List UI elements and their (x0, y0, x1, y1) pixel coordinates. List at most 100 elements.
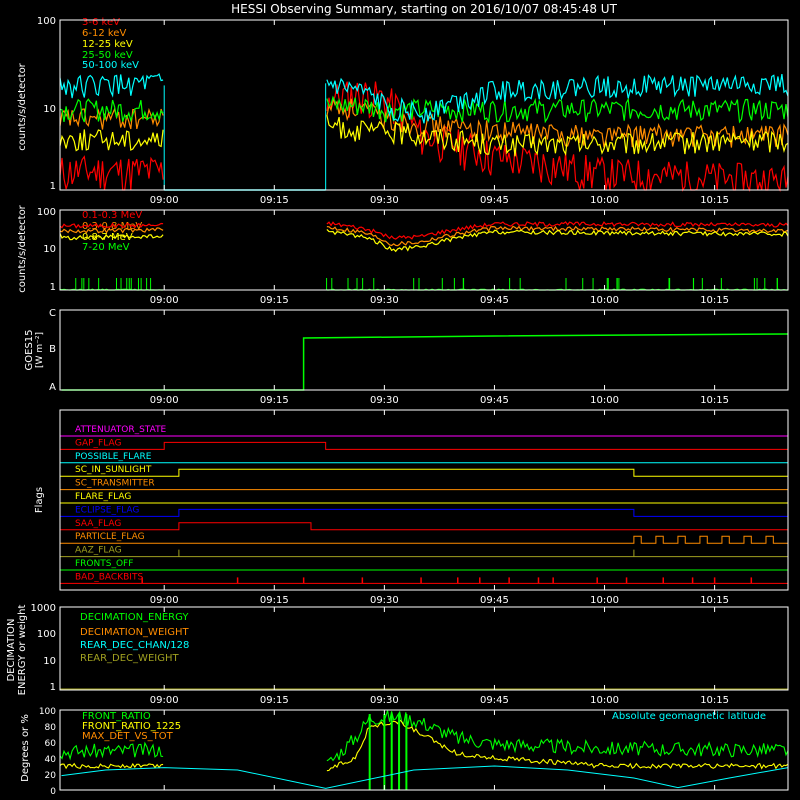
high-energy-legend-3: 7-20 MeV (82, 242, 130, 253)
goes-ylabel: GOES15 (24, 329, 35, 370)
flag-line-aaz-flag (60, 549, 788, 558)
panel-frame-1 (59, 209, 789, 291)
decimation-ylabel: DECIMATION (6, 618, 17, 681)
decimation-ylabel-2: ENERGY or weight (17, 605, 28, 696)
flag-label-attenuator-state: ATTENUATOR_STATE (75, 425, 167, 435)
ratios-annotation: Absolute geomagnetic latitude (612, 711, 766, 722)
flag-label-possible-flare: POSSIBLE_FLARE (75, 452, 152, 462)
flag-line-sc-in-sunlight (60, 468, 788, 477)
panel-high-energy: counts/s/detector 1 10 100 0.1-0.3 MeV 0… (17, 204, 142, 293)
time-tick-label: 10:15 (700, 695, 729, 706)
ratios-ytick-label: 0 (50, 787, 56, 797)
series-line-6-12-kev (59, 97, 789, 148)
flag-label-aaz-flag: AAZ_FLAG (75, 546, 122, 556)
time-tick-label: 10:00 (590, 295, 619, 306)
panel-decimation: DECIMATION ENERGY or weight 1 10 100 100… (6, 603, 189, 695)
decimation-ytick-1000: 1000 (31, 603, 56, 614)
time-tick-label: 09:15 (260, 195, 289, 206)
panel-flags: Flags (34, 487, 45, 513)
ratios-legend-1: FRONT_RATIO_1225 (82, 721, 181, 732)
time-tick-label: 09:45 (480, 195, 509, 206)
time-tick-label: 09:30 (370, 395, 399, 406)
time-tick-label: 10:15 (700, 195, 729, 206)
goes-ytick-b: B (49, 344, 56, 355)
ratios-legend-2: MAX_DET_VS_TOT (82, 731, 174, 742)
low-energy-legend-3: 25-50 keV (82, 50, 133, 61)
time-tick-label: 09:45 (480, 695, 509, 706)
low-energy-legend-1: 6-12 keV (82, 28, 126, 39)
flag-label-flare-flag: FLARE_FLAG (75, 492, 131, 502)
high-energy-ytick-1: 1 (50, 282, 56, 293)
low-energy-ytick-100: 100 (37, 16, 56, 27)
ratios-ytick-label: 20 (45, 771, 57, 781)
series-line-front-ratio-1225 (59, 719, 789, 772)
time-tick-label: 09:30 (370, 195, 399, 206)
flag-label-saa-flag: SAA_FLAG (75, 519, 121, 529)
ratios-legend-0: FRONT_RATIO (82, 711, 151, 722)
panel-frame-2 (59, 309, 789, 391)
time-tick-label: 09:15 (260, 395, 289, 406)
time-tick-label: 10:15 (700, 395, 729, 406)
low-energy-legend-2: 12-25 keV (82, 39, 133, 50)
ratios-ylabel: Degrees or % (20, 714, 31, 782)
ratios-ytick-label: 40 (45, 755, 57, 765)
series-line-0-3-0-8-mev (59, 225, 789, 247)
ratios-ytick-label: 80 (45, 723, 57, 733)
panel-ratios: Degrees or % Absolute geomagnetic latitu… (20, 711, 766, 782)
series-line-50-100-kev (59, 73, 789, 124)
series-line-0-8-7-mev (59, 228, 789, 253)
ratios-ytick-label: 100 (39, 707, 56, 717)
time-tick-label: 09:45 (480, 395, 509, 406)
series-line-3-6-kev (59, 81, 789, 193)
high-energy-legend-0: 0.1-0.3 MeV (82, 210, 142, 221)
flag-label-particle-flag: PARTICLE_FLAG (75, 532, 145, 542)
low-energy-legend-4: 50-100 keV (82, 60, 139, 71)
flag-line-saa-flag (60, 522, 788, 531)
low-energy-legend-0: 3-6 keV (82, 17, 120, 28)
high-energy-ytick-100: 100 (37, 207, 56, 218)
series-line-0-1-0-3-mev (59, 221, 789, 240)
low-energy-ylabel: counts/s/detector (17, 62, 28, 150)
decimation-ytick-10: 10 (43, 656, 56, 667)
chart-title: HESSI Observing Summary, starting on 201… (231, 2, 617, 16)
low-energy-ytick-1: 1 (50, 181, 56, 192)
time-tick-label: 09:30 (370, 695, 399, 706)
time-tick-label: 09:45 (480, 295, 509, 306)
flag-label-bad-backbits: BAD_BACKBITS (75, 572, 143, 582)
series-line-geomagnetic-latitude (61, 765, 789, 789)
decimation-legend-3: REAR_DEC_WEIGHT (80, 653, 179, 664)
flag-label-eclipse-flag: ECLIPSE_FLAG (75, 505, 139, 515)
time-tick-label: 09:15 (260, 695, 289, 706)
series-line-12-25-kev (59, 115, 789, 157)
panel-frame-0 (59, 19, 789, 191)
panel-low-energy: counts/s/detector 1 10 100 3-6 keV 6-12 … (17, 16, 139, 192)
time-tick-label: 09:00 (150, 295, 179, 306)
time-tick-label: 09:15 (260, 595, 289, 606)
flag-label-fronts-off: FRONTS_OFF (75, 559, 133, 569)
goes-ylabel-units: [W m⁻²] (35, 332, 45, 368)
flag-label-sc-in-sunlight: SC_IN_SUNLIGHT (75, 465, 152, 475)
flag-line-particle-flag (60, 535, 788, 544)
flag-line-gap-flag (60, 441, 788, 450)
goes-ytick-c: C (49, 308, 56, 319)
time-tick-label: 10:00 (590, 395, 619, 406)
panel-frame-5 (59, 709, 789, 791)
high-energy-legend-1: 0.3-0.8 MeV (82, 221, 142, 232)
time-tick-label: 09:00 (150, 195, 179, 206)
decimation-legend-1: DECIMATION_WEIGHT (80, 627, 189, 638)
panel-frame-3 (59, 409, 789, 591)
series-line-front-ratio (59, 710, 789, 762)
high-energy-legend-2: 0.8-7 MeV (82, 232, 133, 243)
time-tick-label: 09:00 (150, 695, 179, 706)
decimation-ytick-100: 100 (37, 629, 56, 640)
flag-label-sc-transmitter: SC_TRANSMITTER (75, 479, 155, 489)
time-tick-label: 10:15 (700, 295, 729, 306)
flag-line-eclipse-flag (60, 508, 788, 517)
time-tick-label: 10:00 (590, 695, 619, 706)
time-tick-label: 09:00 (150, 395, 179, 406)
flags-ylabel: Flags (34, 487, 45, 513)
decimation-ytick-1: 1 (50, 682, 56, 693)
time-tick-label: 09:30 (370, 295, 399, 306)
low-energy-ytick-10: 10 (43, 104, 56, 115)
